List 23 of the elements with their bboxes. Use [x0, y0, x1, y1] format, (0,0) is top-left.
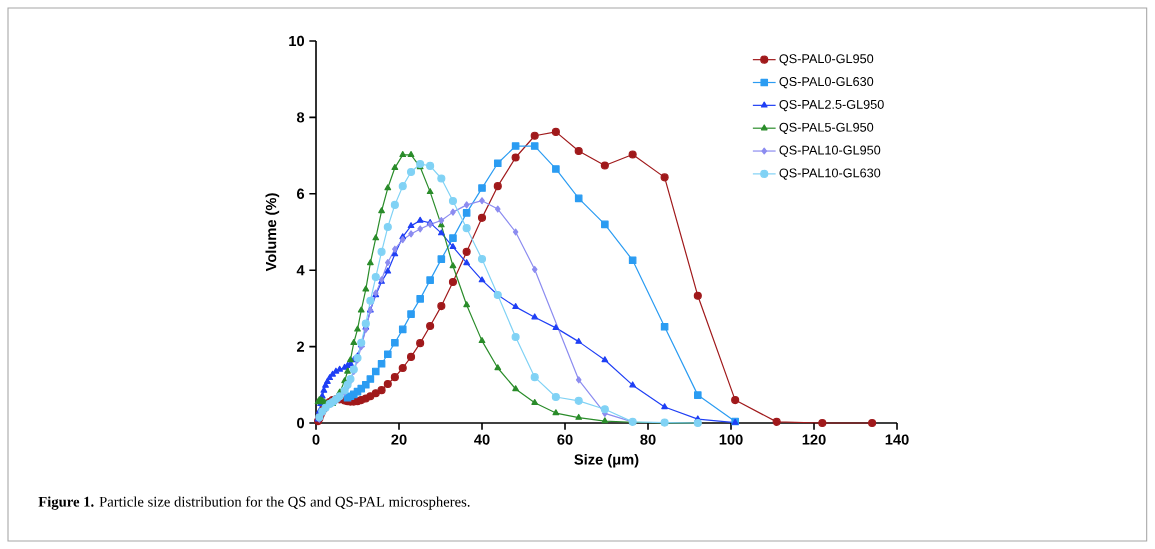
y-tick-label: 0 [297, 417, 305, 429]
y-tick-label: 10 [289, 35, 305, 47]
legend-label: QS-PAL5-GL950 [779, 122, 874, 135]
x-tick-label: 60 [557, 434, 573, 445]
x-tick-label: 120 [802, 434, 826, 445]
text: Figure 1. Particle size distribution for the QS and QS-PAL microspheres. [38, 496, 470, 510]
x-tick-label: 80 [640, 434, 656, 445]
x-axis-title: Size (μm) [574, 453, 639, 468]
x-tick-label: 20 [391, 434, 407, 445]
legend-label: QS-PAL0-GL630 [779, 77, 874, 89]
y-tick-label: 8 [296, 112, 305, 123]
y-tick-label: 2 [296, 341, 305, 352]
x-tick-label: 40 [474, 434, 490, 445]
legend-label: QS-PAL0-GL950 [779, 54, 874, 66]
legend-label: QS-PAL2.5-GL950 [779, 99, 884, 112]
x-tick-label: 0 [312, 434, 320, 445]
y-tick-label: 4 [296, 265, 305, 276]
y-tick-label: 6 [297, 188, 305, 199]
y-axis-title: Volume (%) [265, 193, 280, 272]
x-tick-label: 100 [719, 434, 743, 445]
x-tick-label: 140 [885, 434, 909, 445]
legend-label: QS-PAL10-GL630 [779, 168, 881, 180]
legend-label: QS-PAL10-GL950 [779, 145, 881, 157]
